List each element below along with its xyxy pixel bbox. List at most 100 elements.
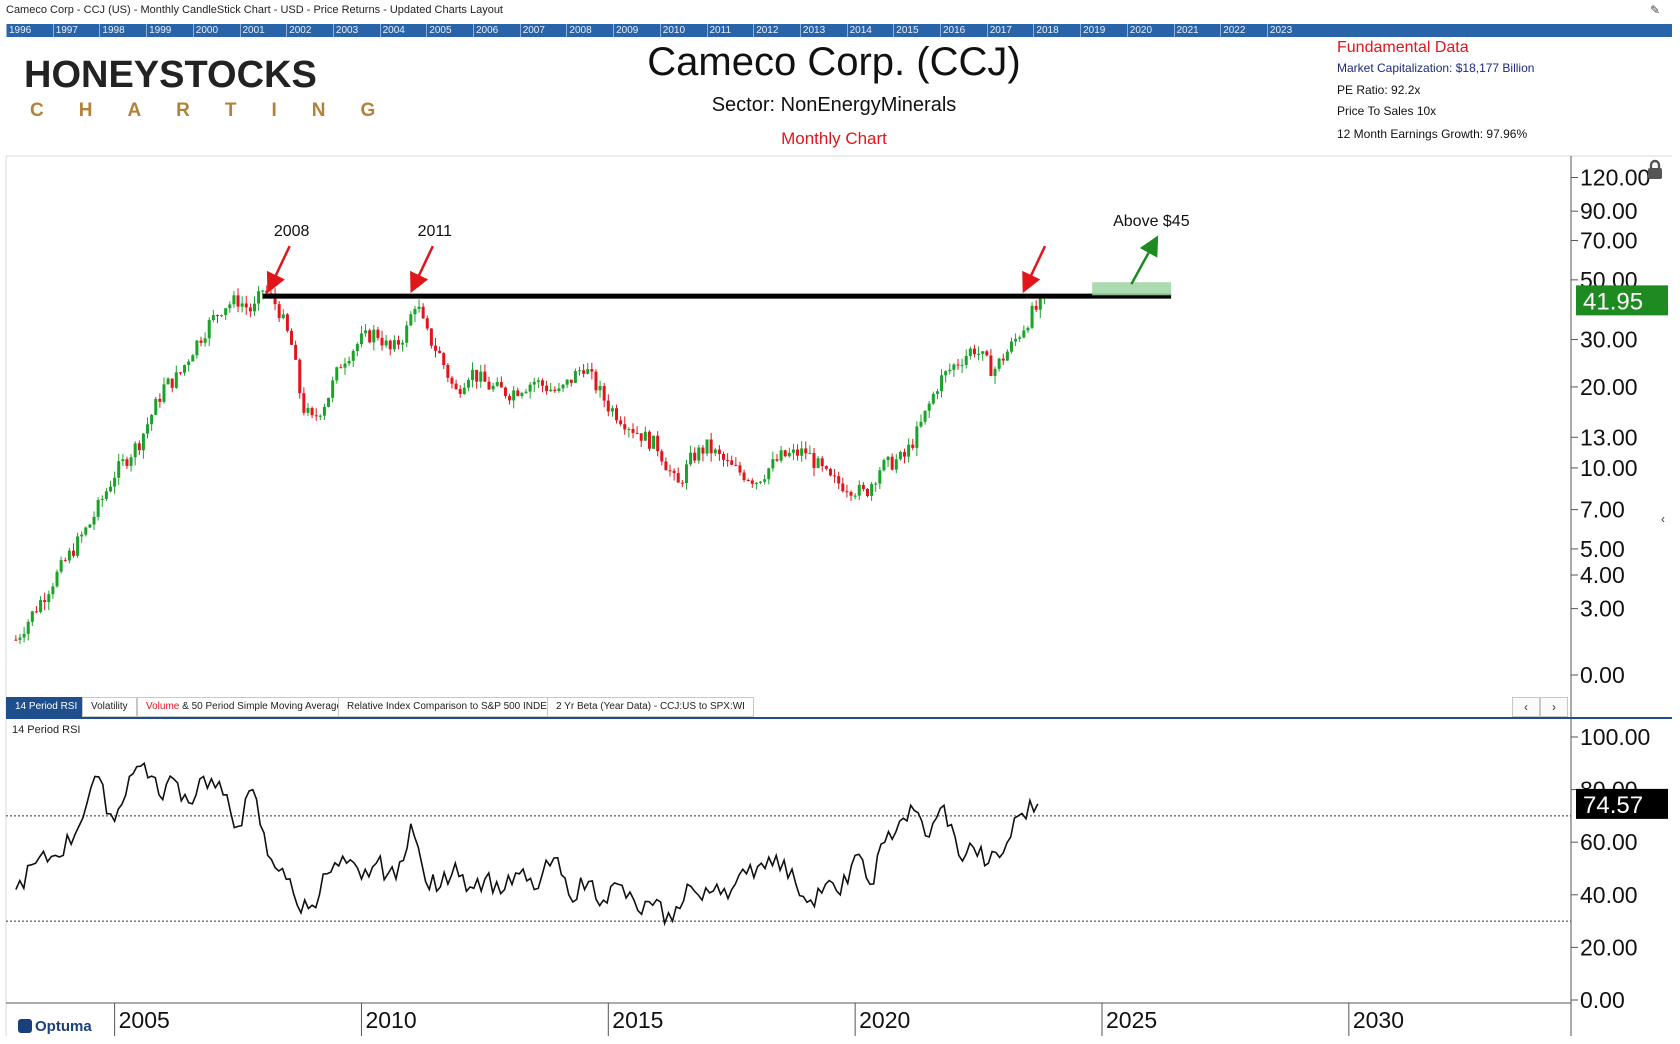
candle-body <box>429 328 433 346</box>
candle-body <box>742 472 746 480</box>
candle-body <box>812 453 816 468</box>
timeline-year[interactable]: 2010 <box>659 24 685 37</box>
candle-body <box>927 403 931 411</box>
candle-body <box>146 424 150 434</box>
candle-body <box>47 594 51 603</box>
candle-body <box>705 439 709 454</box>
candle-body <box>923 410 927 422</box>
timeline-year[interactable]: 2015 <box>893 24 919 37</box>
price-axis-label: 90.00 <box>1580 198 1638 224</box>
timeline-year[interactable]: 2018 <box>1033 24 1059 37</box>
candle-body <box>586 369 590 374</box>
candle-body <box>800 448 804 456</box>
candle-body <box>215 315 219 317</box>
price-axis-label: 120.00 <box>1580 165 1650 191</box>
candle-body <box>80 534 84 537</box>
candle-body <box>606 400 610 412</box>
timeline-year[interactable]: 2004 <box>379 24 405 37</box>
candle-body <box>162 384 166 402</box>
fundamentals-earnings-growth: 12 Month Earnings Growth: 97.96% <box>1337 127 1528 141</box>
candle-body <box>960 364 964 366</box>
candle-body <box>886 456 890 461</box>
candle-body <box>952 364 956 370</box>
candle-body <box>84 527 88 535</box>
pin-icon[interactable]: ✎ <box>1649 3 1660 17</box>
candle-body <box>285 314 289 331</box>
candle-body <box>968 348 972 356</box>
candle-body <box>540 380 544 386</box>
price-axis-label: 20.00 <box>1580 374 1638 400</box>
candle-body <box>993 368 997 376</box>
candle-body <box>763 479 767 482</box>
rsi-axis-label: 40.00 <box>1580 882 1638 908</box>
timeline-year[interactable]: 2011 <box>706 24 731 37</box>
timeline-year[interactable]: 2023 <box>1266 24 1292 37</box>
timeline-year[interactable]: 1996 <box>6 24 31 37</box>
candle-body <box>187 361 191 366</box>
candle-body <box>252 303 256 312</box>
timeline-year[interactable]: 2009 <box>613 24 638 37</box>
time-axis-label: 2020 <box>859 1007 910 1033</box>
panel-next-button[interactable]: › <box>1540 697 1568 717</box>
candle-body <box>1009 341 1013 352</box>
candle-body <box>890 456 894 470</box>
timeline-year[interactable]: 2014 <box>846 24 872 37</box>
price-axis-label: 7.00 <box>1580 497 1625 523</box>
timeline-year[interactable]: 2007 <box>519 24 545 37</box>
candle-body <box>845 491 849 493</box>
indicator-tab[interactable]: Volume & 50 Period Simple Moving Average <box>137 697 352 717</box>
candle-body <box>1014 338 1018 342</box>
candle-body <box>721 453 725 460</box>
timeline-year[interactable]: 2016 <box>940 24 965 37</box>
candle-body <box>236 295 240 307</box>
candle-body <box>828 468 832 476</box>
candle-body <box>870 484 874 496</box>
indicator-tab[interactable]: 2 Yr Beta (Year Data) - CCJ:US to SPX:WI <box>547 697 754 717</box>
candle-body <box>96 499 100 517</box>
timeline-year[interactable]: 1997 <box>52 24 78 37</box>
timeline-year[interactable]: 2008 <box>566 24 592 37</box>
timeline-year[interactable]: 2017 <box>986 24 1012 37</box>
timeline-year[interactable]: 2012 <box>753 24 778 37</box>
candle-body <box>837 476 841 484</box>
timeline-year[interactable]: 2021 <box>1173 24 1199 37</box>
panel-prev-button[interactable]: ‹ <box>1512 697 1540 717</box>
timeline-year[interactable]: 2000 <box>192 24 218 37</box>
indicator-tab[interactable]: 14 Period RSI <box>6 697 87 717</box>
timeline-year[interactable]: 2002 <box>286 24 311 37</box>
timeline-year[interactable]: 1998 <box>99 24 125 37</box>
candle-body <box>791 449 795 453</box>
candle-body <box>573 371 577 383</box>
candle-body <box>471 369 475 381</box>
candle-body <box>643 431 647 441</box>
candle-body <box>51 586 55 595</box>
indicator-tab[interactable]: Volatility <box>82 697 137 717</box>
timeline-year[interactable]: 2003 <box>332 24 358 37</box>
timeline-year[interactable]: 2001 <box>239 24 265 37</box>
timeline-navigator[interactable]: 1996 1997 1998 1999 2000 2001 2002 2003 2004 2005… <box>6 24 1672 37</box>
timeline-year[interactable]: 2013 <box>799 24 825 37</box>
candle-body <box>405 325 409 343</box>
annotation-label: 2008 <box>274 223 310 240</box>
candle-body <box>697 447 701 461</box>
timeline-year[interactable]: 2019 <box>1080 24 1105 37</box>
timeline-year[interactable]: 2020 <box>1126 24 1152 37</box>
candle-body <box>948 369 952 372</box>
indicator-tab[interactable]: Relative Index Comparison to S&P 500 IND… <box>338 697 563 717</box>
timeline-year[interactable]: 1999 <box>146 24 171 37</box>
time-axis-label: 2025 <box>1106 1007 1157 1033</box>
chart-subtitle: Monthly Chart <box>781 129 887 148</box>
candle-body <box>808 453 812 455</box>
timeline-year[interactable]: 2022 <box>1220 24 1245 37</box>
candle-body <box>1030 305 1034 328</box>
chevron-left-icon[interactable]: ‹ <box>1661 512 1665 526</box>
timeline-year[interactable]: 2006 <box>473 24 498 37</box>
candle-body <box>1018 337 1022 339</box>
chart-sector: Sector: NonEnergyMinerals <box>711 94 957 116</box>
lock-icon[interactable] <box>1644 158 1666 180</box>
price-axis: 120.0090.0070.0050.0030.0020.0013.0010.0… <box>1571 165 1668 688</box>
price-axis-label: 70.00 <box>1580 228 1638 254</box>
timeline-year[interactable]: 2005 <box>426 24 452 37</box>
candle-body <box>22 633 26 638</box>
